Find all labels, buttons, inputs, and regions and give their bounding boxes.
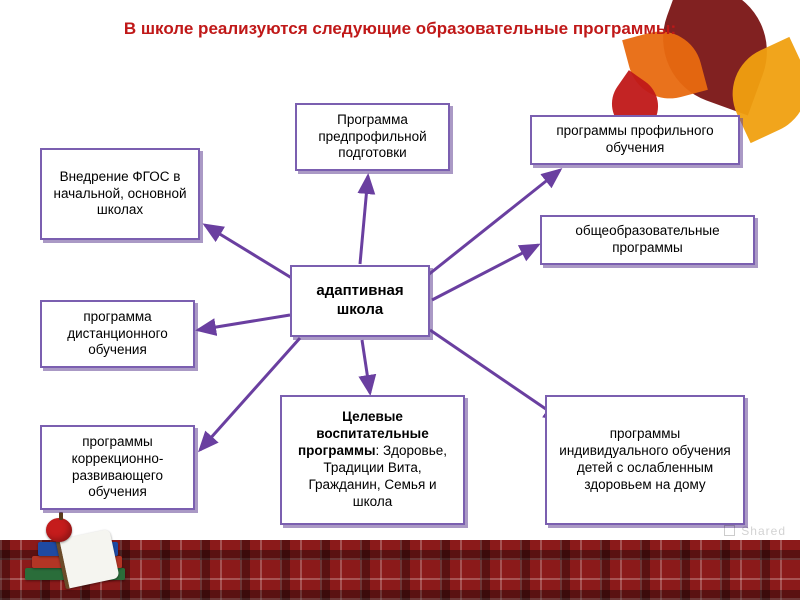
node-vosp: Целевые воспитательные программы: Здоров… bbox=[280, 395, 465, 525]
node-profil: программы профильного обучения bbox=[530, 115, 740, 165]
node-korr: программы коррекционно-развивающего обуч… bbox=[40, 425, 195, 510]
arrow bbox=[360, 176, 368, 264]
center-node: адаптивная школа bbox=[290, 265, 430, 337]
node-fgos: Внедрение ФГОС в начальной, основной шко… bbox=[40, 148, 200, 240]
node-dist: программа дистанционного обучения bbox=[40, 300, 195, 368]
arrow bbox=[362, 340, 370, 393]
books-decoration bbox=[20, 520, 140, 580]
watermark: Shared bbox=[724, 524, 786, 538]
arrow bbox=[205, 225, 295, 280]
page-title: В школе реализуются следующие образовате… bbox=[0, 18, 800, 39]
node-indiv: программы индивидуального обучения детей… bbox=[545, 395, 745, 525]
apple-icon bbox=[46, 518, 72, 542]
node-general: общеобразовательные программы bbox=[540, 215, 755, 265]
arrow bbox=[198, 315, 290, 330]
slide-root: В школе реализуются следующие образовате… bbox=[0, 0, 800, 600]
node-predprof: Программа предпрофильной подготовки bbox=[295, 103, 450, 171]
arrow bbox=[432, 245, 538, 300]
